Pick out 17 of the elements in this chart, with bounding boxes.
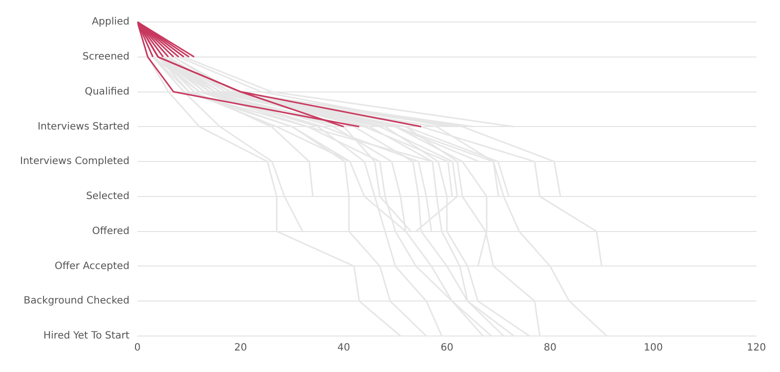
y-tick-label: Screened (82, 51, 130, 62)
x-tick-label: 20 (234, 342, 247, 354)
y-tick-label: Interviews Completed (20, 156, 130, 168)
y-tick-label: Interviews Started (38, 121, 130, 132)
x-tick-label: 40 (337, 342, 350, 354)
y-tick-label: Hired Yet To Start (43, 330, 130, 342)
y-tick-label: Offered (92, 226, 130, 237)
y-tick-label: Selected (86, 191, 130, 202)
x-tick-label: 80 (544, 342, 556, 354)
y-tick-label: Qualified (84, 86, 130, 98)
y-tick-label: Background Checked (24, 296, 130, 307)
x-tick-label: 60 (440, 342, 454, 354)
x-tick-label: 120 (746, 342, 766, 354)
y-tick-label: Offer Accepted (54, 260, 130, 272)
y-tick-label: Applied (92, 16, 130, 28)
x-tick-label: 0 (134, 342, 141, 354)
x-tick-label: 100 (644, 342, 663, 354)
